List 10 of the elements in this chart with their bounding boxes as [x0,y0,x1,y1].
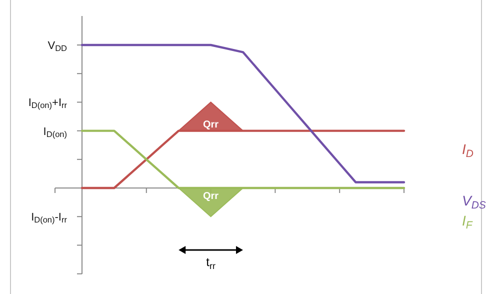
text: Qrr [203,191,219,202]
annotation: Qrr [203,120,219,131]
annotation: I$_{D(on)}$+I$_{rr}$ [28,97,68,111]
text: V$_{DS}$ [462,192,486,212]
annotation: I$_{D(on)}$ [43,126,68,140]
text: I$_{D}$ [462,140,474,160]
text: t$_{rr}$ [206,255,216,271]
text: I$_{D(on)}$-I$_{rr}$ [31,212,68,225]
annotation: V$_{DD}$ [48,40,68,54]
text: I$_{F}$ [462,212,473,232]
